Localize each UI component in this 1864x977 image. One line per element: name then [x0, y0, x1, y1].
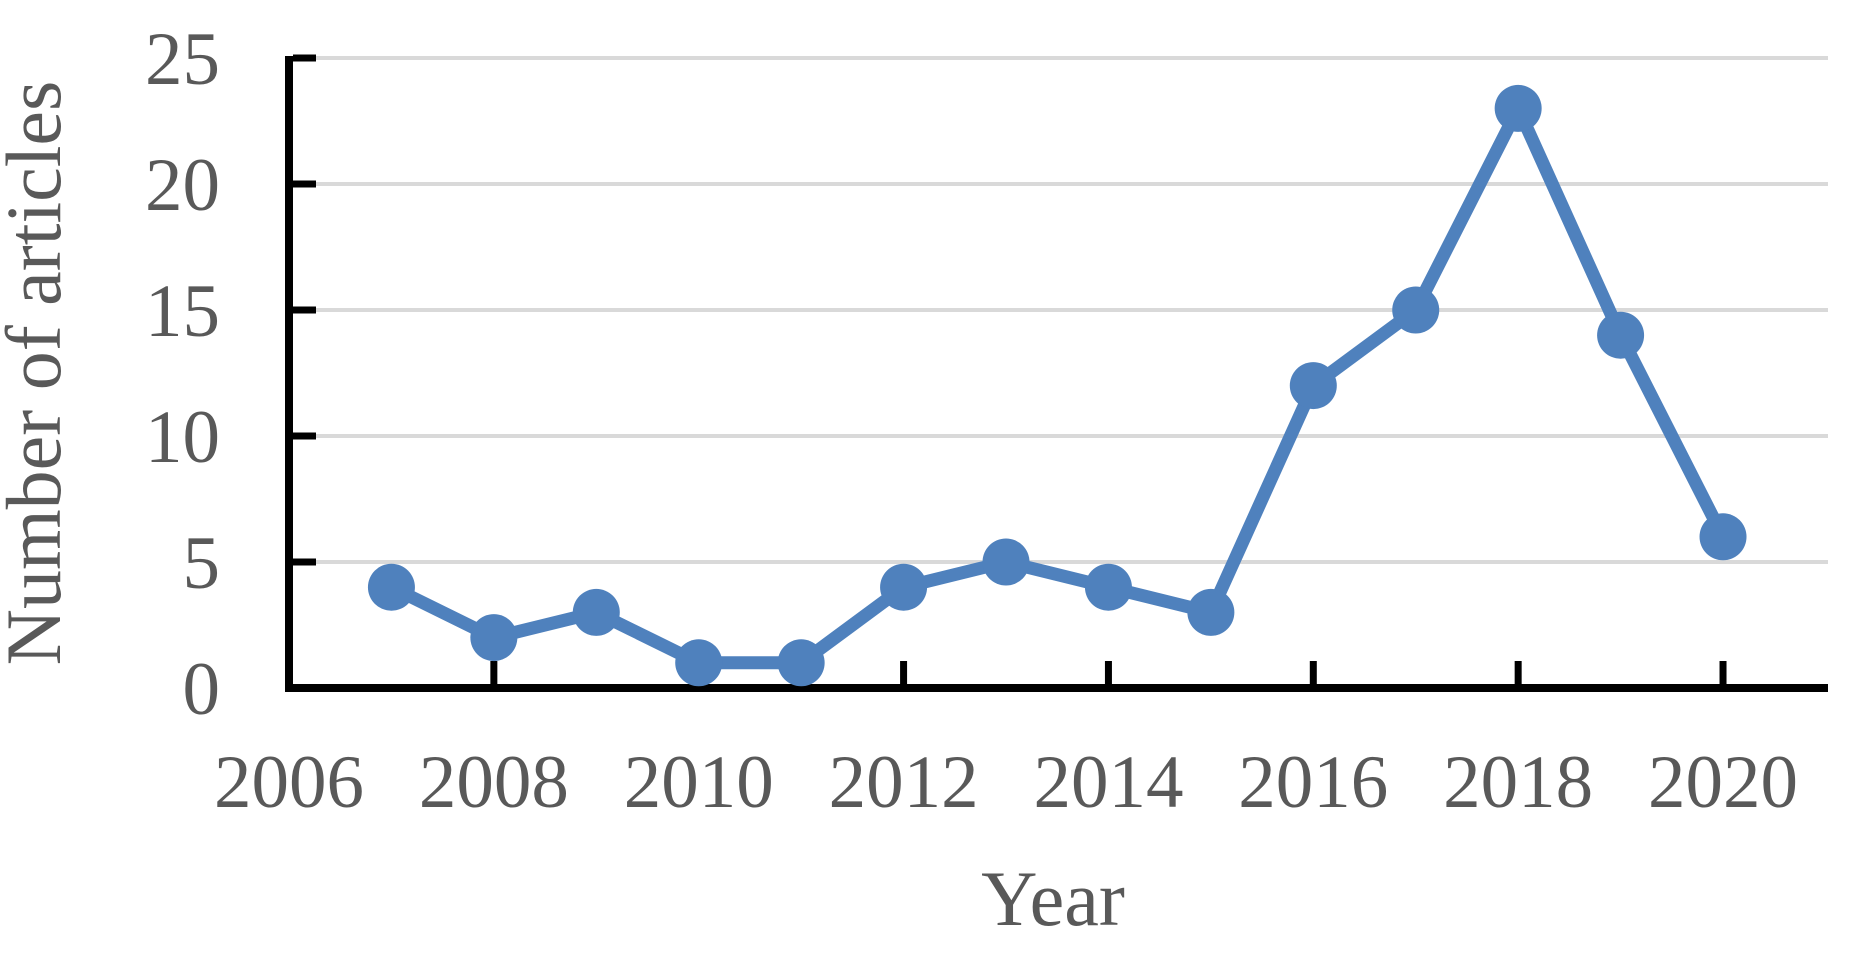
- x-tick-labels: 2006 2008 2010 2012 2014 2016 2018 2020: [214, 741, 1798, 824]
- data-point: [470, 614, 518, 662]
- x-tick-label: 2018: [1443, 741, 1593, 824]
- data-point: [1699, 513, 1747, 561]
- data-point: [1084, 563, 1132, 611]
- x-tick-label: 2016: [1238, 741, 1388, 824]
- series-line: [384, 101, 1730, 670]
- data-point: [982, 538, 1030, 586]
- x-tick-label: 2014: [1033, 741, 1183, 824]
- data-point: [1597, 311, 1645, 359]
- data-point: [1187, 588, 1235, 636]
- x-tick-label: 2012: [829, 741, 979, 824]
- y-tick-label: 5: [183, 522, 221, 605]
- data-point: [572, 588, 620, 636]
- x-tick-label: 2008: [419, 741, 569, 824]
- y-tick-label: 25: [145, 18, 220, 101]
- data-point: [675, 639, 723, 687]
- y-tick-label: 15: [145, 270, 220, 353]
- axes: [285, 56, 1828, 692]
- data-point: [367, 563, 415, 611]
- gridlines: [289, 56, 1828, 564]
- data-point: [1289, 362, 1337, 410]
- x-tick-label: 2010: [624, 741, 774, 824]
- x-tick-label: 2020: [1648, 741, 1798, 824]
- data-series: [367, 84, 1747, 687]
- tick-marks: [293, 54, 1727, 684]
- x-tick-label: 2006: [214, 741, 364, 824]
- x-axis-title: Year: [981, 855, 1125, 942]
- y-tick-label: 20: [145, 144, 220, 227]
- data-point: [880, 563, 928, 611]
- data-point: [1392, 286, 1440, 334]
- y-axis-title: Number of articles: [0, 81, 77, 666]
- data-point: [1494, 84, 1542, 132]
- y-tick-label: 10: [145, 396, 220, 479]
- y-tick-labels: 0 5 10 15 20 25: [145, 18, 220, 731]
- y-tick-label: 0: [183, 648, 221, 731]
- data-point: [777, 639, 825, 687]
